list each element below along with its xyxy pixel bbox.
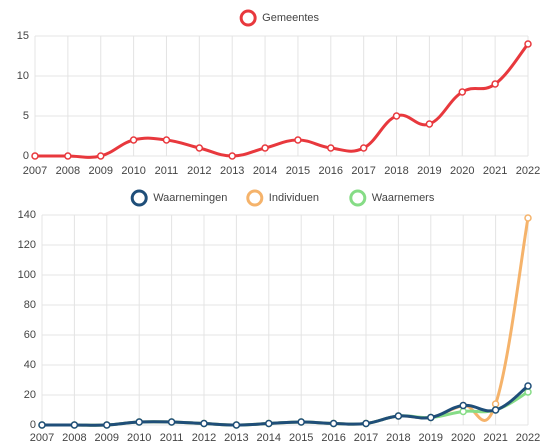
x-tick-label: 2021 [483, 165, 507, 177]
data-point [425, 120, 434, 128]
x-tick-label: 2016 [321, 432, 345, 444]
x-tick-label: 2019 [419, 432, 443, 444]
y-tick-label: 5 [23, 110, 29, 122]
data-point [96, 152, 105, 160]
y-tick-label: 20 [24, 389, 36, 401]
data-point [524, 388, 532, 396]
data-point [38, 421, 46, 429]
y-tick-label: 60 [24, 329, 36, 341]
data-point [427, 413, 435, 422]
data-point [162, 136, 171, 144]
legend-swatch [349, 189, 367, 207]
data-point [362, 419, 370, 428]
data-point [167, 418, 176, 426]
x-tick-label: 2021 [483, 432, 507, 444]
x-tick-label: 2007 [30, 432, 54, 444]
legend-swatch [239, 9, 257, 27]
x-tick-label: 2008 [56, 165, 80, 177]
x-tick-label: 2012 [187, 165, 211, 177]
x-tick-label: 2007 [23, 165, 47, 177]
y-tick-label: 120 [18, 239, 36, 251]
data-point [459, 401, 467, 410]
y-tick-label: 0 [23, 150, 29, 162]
data-point [228, 152, 236, 160]
data-point [232, 421, 241, 429]
x-tick-label: 2011 [155, 165, 179, 177]
legend-label: Gemeentes [262, 12, 319, 24]
x-tick-label: 2010 [121, 165, 145, 177]
y-tick-label: 0 [30, 419, 36, 431]
data-point [458, 88, 467, 96]
x-tick-label: 2022 [516, 165, 540, 177]
data-point [524, 214, 532, 222]
y-tick-label: 80 [24, 299, 36, 311]
data-point [327, 144, 335, 152]
x-tick-label: 2018 [386, 432, 410, 444]
legend-label: Waarnemingen [153, 192, 227, 204]
data-point [103, 421, 111, 429]
x-tick-label: 2017 [354, 432, 378, 444]
data-point [524, 382, 532, 390]
x-tick-label: 2017 [351, 165, 375, 177]
x-tick-label: 2015 [289, 432, 313, 444]
y-tick-label: 15 [17, 30, 29, 42]
data-point [129, 136, 138, 144]
x-tick-label: 2012 [192, 432, 216, 444]
x-tick-label: 2022 [516, 432, 540, 444]
data-point [135, 418, 143, 426]
data-point [359, 144, 368, 152]
x-tick-label: 2020 [450, 165, 474, 177]
x-tick-label: 2013 [224, 432, 248, 444]
data-point [64, 152, 72, 160]
data-point [491, 80, 499, 88]
y-tick-label: 10 [17, 70, 29, 82]
x-tick-label: 2013 [220, 165, 244, 177]
x-tick-label: 2015 [286, 165, 310, 177]
data-point [195, 144, 204, 152]
data-point [491, 406, 500, 414]
x-tick-label: 2019 [417, 165, 441, 177]
y-tick-label: 40 [24, 359, 36, 371]
data-point [524, 40, 532, 48]
legend-label: Individuen [269, 192, 319, 204]
data-point [31, 152, 39, 160]
x-tick-label: 2010 [127, 432, 151, 444]
x-tick-label: 2009 [95, 432, 119, 444]
legend-label: Waarnemers [372, 192, 435, 204]
data-point [70, 421, 79, 429]
x-tick-label: 2020 [451, 432, 475, 444]
data-point [329, 419, 338, 428]
y-tick-label: 140 [18, 209, 36, 221]
y-tick-label: 100 [18, 269, 36, 281]
series-line [41, 217, 530, 427]
data-point [491, 400, 500, 408]
x-tick-label: 2014 [253, 165, 277, 177]
x-tick-label: 2011 [160, 432, 184, 444]
x-tick-label: 2014 [257, 432, 281, 444]
data-point [261, 144, 269, 152]
x-tick-label: 2008 [62, 432, 86, 444]
x-tick-label: 2009 [88, 165, 112, 177]
x-tick-label: 2018 [384, 165, 408, 177]
data-point [392, 112, 401, 120]
data-point [265, 419, 273, 428]
legend-swatch [246, 189, 264, 207]
legend-swatch [130, 189, 148, 207]
series-line [34, 43, 530, 159]
data-point [200, 419, 208, 428]
data-point [394, 412, 403, 420]
data-point [294, 136, 302, 144]
data-point [459, 407, 467, 416]
x-tick-label: 2016 [319, 165, 343, 177]
data-point [297, 418, 305, 426]
series-line [41, 384, 529, 427]
